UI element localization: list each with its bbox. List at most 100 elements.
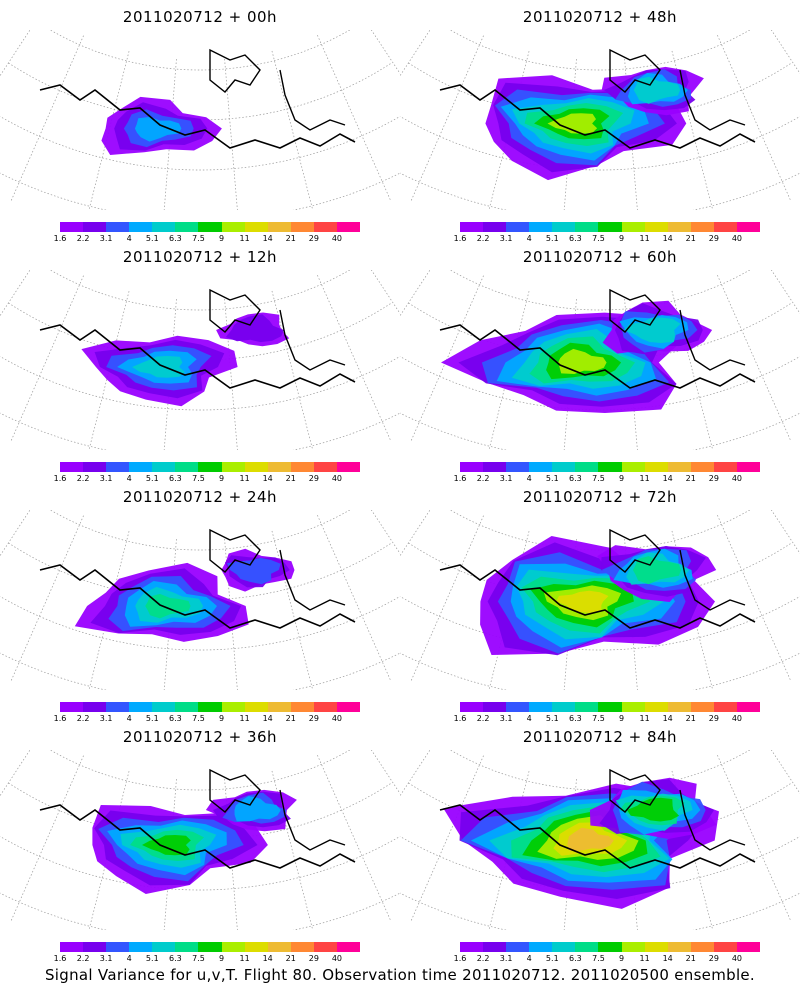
colorbar-tick-label: 5.1 bbox=[545, 954, 559, 963]
panel-title: 2011020712 + 12h bbox=[122, 248, 278, 266]
colorbar-tick-label: 21 bbox=[685, 714, 696, 723]
colorbar-tick-label: 7.5 bbox=[192, 954, 205, 963]
colorbar-tick-label: 9 bbox=[218, 234, 225, 243]
colorbar-tick-label: 7.5 bbox=[192, 714, 205, 723]
colorbar-swatch bbox=[83, 702, 107, 712]
colorbar-tick-label: 14 bbox=[662, 714, 673, 723]
colorbar-swatch bbox=[667, 222, 691, 232]
colorbar-swatch bbox=[198, 702, 222, 712]
colorbar-swatch bbox=[736, 702, 761, 712]
colorbar-swatch bbox=[175, 462, 199, 472]
graticule-circle bbox=[0, 412, 400, 450]
colorbar-tick-label: 40 bbox=[331, 714, 343, 723]
colorbar-tick-label: 6.3 bbox=[569, 954, 582, 963]
variance-contour bbox=[132, 356, 185, 378]
colorbar-swatch bbox=[621, 942, 645, 952]
colorbar-tick-label: 2.2 bbox=[76, 234, 90, 243]
coastline bbox=[439, 324, 756, 389]
colorbar-tick-label: 14 bbox=[662, 234, 673, 243]
colorbar-tick-label: 40 bbox=[731, 954, 743, 963]
coastline bbox=[439, 84, 756, 149]
colorbar-swatch bbox=[313, 702, 337, 712]
graticule-meridian bbox=[400, 510, 431, 557]
colorbar-swatch bbox=[175, 942, 199, 952]
colorbar-tick-label: 9 bbox=[218, 714, 225, 723]
colorbar-tick-label: 4 bbox=[126, 714, 132, 723]
graticule-circle bbox=[0, 355, 400, 411]
colorbar-swatch bbox=[483, 702, 507, 712]
coastline-islands bbox=[209, 768, 261, 813]
colorbar-tick-label: 1.6 bbox=[453, 714, 467, 723]
graticule-meridian bbox=[770, 270, 800, 315]
colorbar-swatch bbox=[336, 942, 361, 952]
colorbar-ticks: 1.6 2.2 3.1 4 5.1 6.3 7.5 9 11 14 21 29 40 bbox=[454, 714, 760, 726]
colorbar-swatch bbox=[644, 462, 668, 472]
colorbar-tick-label: 2.2 bbox=[476, 714, 490, 723]
graticule-circle bbox=[49, 750, 351, 791]
colorbar-swatch bbox=[221, 702, 245, 712]
colorbar-swatch bbox=[198, 462, 222, 472]
colorbar-tick-label: 3.1 bbox=[499, 714, 513, 723]
colorbar-tick-label: 7.5 bbox=[592, 234, 605, 243]
colorbar-ticks: 1.6 2.2 3.1 4 5.1 6.3 7.5 9 11 14 21 29 40 bbox=[54, 474, 360, 486]
colorbar-swatch bbox=[290, 462, 314, 472]
colorbar-swatch bbox=[713, 942, 737, 952]
map bbox=[400, 270, 800, 450]
colorbar-tick-label: 14 bbox=[662, 474, 673, 483]
colorbar-swatch bbox=[713, 702, 737, 712]
colorbar-tick-label: 40 bbox=[731, 474, 743, 483]
coastline-islands bbox=[609, 288, 661, 333]
colorbar-tick-label: 11 bbox=[239, 954, 250, 963]
colorbar-swatch bbox=[667, 942, 691, 952]
colorbar-swatch bbox=[598, 702, 622, 712]
coastline-east bbox=[679, 789, 746, 851]
colorbar-swatch bbox=[313, 222, 337, 232]
colorbar-tick-label: 14 bbox=[262, 714, 273, 723]
colorbar-swatch bbox=[152, 222, 176, 232]
colorbar-tick-label: 6.3 bbox=[169, 474, 182, 483]
colorbar-tick-label: 29 bbox=[308, 714, 319, 723]
graticule-meridian bbox=[717, 35, 791, 200]
graticule-meridian bbox=[400, 30, 431, 77]
colorbar-tick-label: 9 bbox=[618, 714, 625, 723]
coastline-islands bbox=[209, 528, 261, 573]
colorbar-tick-label: 9 bbox=[218, 474, 225, 483]
colorbar-swatch bbox=[506, 942, 530, 952]
colorbar-tick-label: 2.2 bbox=[76, 714, 90, 723]
colorbar-swatch bbox=[83, 942, 107, 952]
colorbar-swatch bbox=[460, 942, 484, 952]
colorbar-tick-label: 11 bbox=[239, 714, 250, 723]
colorbar-swatch bbox=[336, 462, 361, 472]
colorbar-swatch bbox=[336, 222, 361, 232]
colorbar-swatch bbox=[483, 942, 507, 952]
panel-60h: 2011020712 + 60h 1.6 2.2 3.1 4 5.1 6.3 7.5 9 11 1… bbox=[400, 240, 800, 483]
colorbar-swatch bbox=[506, 462, 530, 472]
colorbar-tick-label: 6.3 bbox=[169, 714, 182, 723]
graticule-meridian bbox=[317, 515, 391, 680]
map bbox=[0, 510, 400, 690]
colorbar-swatch bbox=[244, 462, 268, 472]
variance-contour bbox=[623, 317, 681, 343]
graticule-meridian bbox=[10, 275, 84, 441]
colorbar-tick-label: 2.2 bbox=[476, 954, 490, 963]
colorbar-swatch bbox=[267, 942, 291, 952]
colorbar-tick-label: 11 bbox=[639, 474, 650, 483]
colorbar-tick-label: 4 bbox=[126, 954, 132, 963]
graticule-circle bbox=[0, 115, 400, 171]
colorbar-tick-label: 29 bbox=[308, 474, 319, 483]
colorbar-tick-label: 40 bbox=[731, 714, 743, 723]
colorbar-tick-label: 3.1 bbox=[499, 474, 513, 483]
graticule-circle bbox=[0, 835, 400, 891]
map bbox=[400, 510, 800, 690]
graticule-circle bbox=[449, 750, 751, 791]
colorbar-tick-label: 40 bbox=[331, 474, 343, 483]
colorbar-swatch bbox=[598, 462, 622, 472]
colorbar-tick-label: 14 bbox=[262, 474, 273, 483]
graticule-meridian bbox=[10, 35, 84, 201]
graticule-meridian bbox=[317, 35, 391, 200]
colorbar bbox=[60, 942, 361, 952]
colorbar-tick-label: 9 bbox=[218, 954, 225, 963]
graticule-meridian bbox=[717, 755, 791, 920]
colorbar-swatch bbox=[152, 462, 176, 472]
colorbar-swatch bbox=[621, 462, 645, 472]
